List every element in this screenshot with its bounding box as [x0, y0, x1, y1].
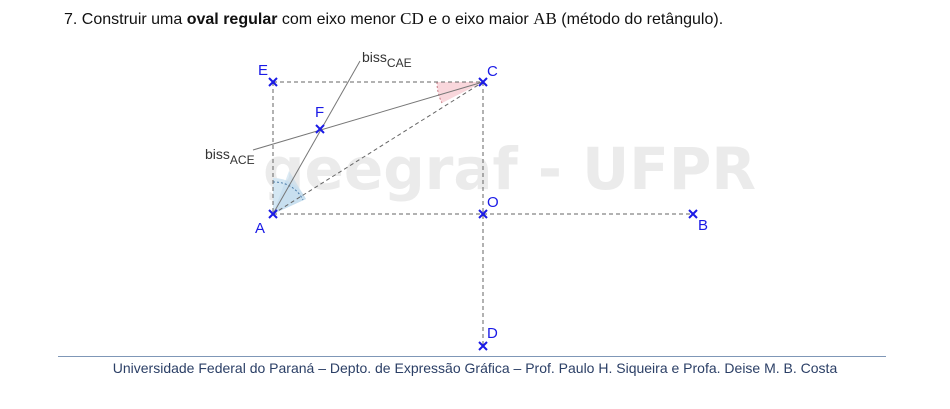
- bisector-cae-line: [272, 60, 361, 215]
- major-axis-label: AB: [533, 9, 557, 28]
- point-c-label: C: [487, 63, 498, 80]
- point-f-marker: [315, 124, 325, 134]
- point-d-label: D: [487, 325, 498, 342]
- exercise-number: 7.: [64, 11, 78, 28]
- point-o-marker: [478, 209, 488, 219]
- title-text-connector: e o eixo maior: [428, 11, 529, 28]
- point-b-marker: [688, 209, 698, 219]
- point-d-marker: [478, 341, 488, 351]
- point-o-label: O: [487, 194, 499, 211]
- point-f-label: F: [315, 104, 324, 121]
- bisector-cae-label: bissCAE: [362, 49, 412, 70]
- angle-ace-fill: [436, 82, 483, 103]
- minor-axis-label: CD: [400, 9, 424, 28]
- title-text-before: Construir uma: [81, 11, 183, 28]
- bisector-ace-label: bissACE: [205, 146, 255, 167]
- title-text-after: (método do retângulo).: [561, 11, 724, 28]
- point-e-label: E: [258, 62, 268, 79]
- title-bold-term: oval regular: [186, 11, 278, 28]
- footer-divider: [58, 356, 886, 357]
- bisector-ace-line: [252, 81, 484, 151]
- point-e-marker: [268, 77, 278, 87]
- point-a-marker: [268, 209, 278, 219]
- point-a-label: A: [255, 220, 265, 237]
- point-c-marker: [478, 77, 488, 87]
- watermark: geegraf - UFPR: [263, 135, 756, 203]
- point-b-label: B: [698, 217, 708, 234]
- angle-cae-arc: [272, 181, 304, 201]
- footer-credits: Universidade Federal do Paraná – Depto. …: [112, 360, 838, 376]
- exercise-title: 7. Construir uma oval regular com eixo m…: [64, 9, 723, 29]
- diagonal-ac: [272, 81, 484, 215]
- angle-cae-half: [273, 171, 306, 214]
- title-text-middle: com eixo menor: [281, 11, 396, 28]
